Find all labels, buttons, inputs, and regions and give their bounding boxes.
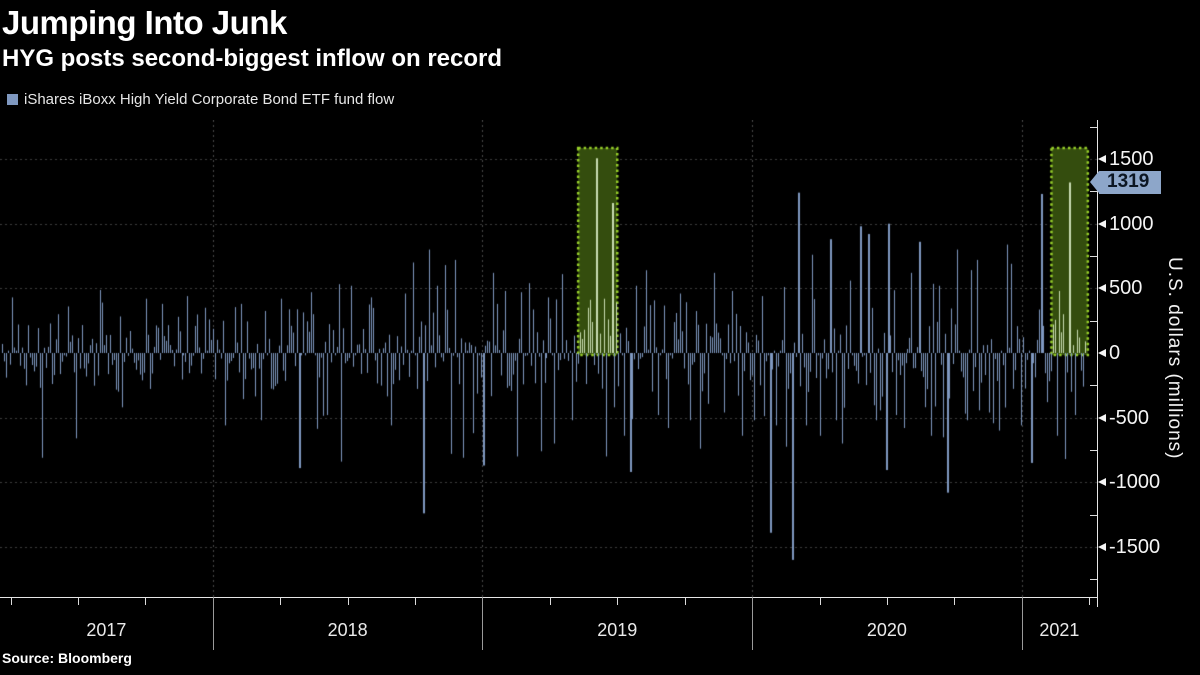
x-year-label: 2021 bbox=[1039, 620, 1080, 640]
y-major-tick-arrow-icon bbox=[1098, 349, 1106, 357]
x-quarter-tick bbox=[77, 598, 79, 605]
y-minor-tick bbox=[1090, 385, 1097, 387]
y-tick-label: 1000 bbox=[1109, 212, 1154, 235]
y-major-tick-arrow-icon bbox=[1098, 155, 1106, 164]
y-axis-line bbox=[1097, 120, 1098, 607]
year-separator-line bbox=[212, 597, 214, 650]
year-separator-line bbox=[752, 597, 754, 650]
chart-subtitle: HYG posts second-biggest inflow on recor… bbox=[2, 45, 503, 72]
x-quarter-tick bbox=[145, 598, 147, 605]
x-quarter-tick bbox=[10, 598, 12, 605]
y-minor-tick bbox=[1090, 579, 1097, 581]
x-quarter-tick bbox=[684, 598, 686, 605]
callout-arrow-icon bbox=[1090, 170, 1099, 193]
x-year-label: 2020 bbox=[866, 620, 907, 640]
x-quarter-tick bbox=[819, 598, 821, 605]
year-separator-line bbox=[482, 597, 484, 650]
x-quarter-tick bbox=[886, 598, 888, 605]
x-year-label: 2019 bbox=[597, 620, 638, 640]
x-year-label: 2018 bbox=[327, 620, 368, 640]
y-minor-tick bbox=[1090, 126, 1097, 128]
y-tick-label: -1500 bbox=[1109, 535, 1161, 558]
y-tick-label: 500 bbox=[1109, 277, 1143, 300]
y-axis-title: U.S. dollars (millions) bbox=[1164, 257, 1185, 460]
x-quarter-tick bbox=[954, 598, 956, 605]
plot-area: 1500 1000 500 0 -500 -1000 -1500 2017 2018 2019 20… bbox=[0, 120, 1200, 650]
x-quarter-tick bbox=[347, 598, 349, 605]
x-quarter-tick bbox=[280, 598, 282, 605]
x-year-label: 2017 bbox=[86, 620, 127, 640]
y-major-tick-arrow-icon bbox=[1098, 478, 1106, 487]
y-tick-label: 1500 bbox=[1109, 148, 1154, 171]
y-major-tick-arrow-icon bbox=[1098, 284, 1106, 293]
y-major-tick-arrow-icon bbox=[1098, 219, 1106, 228]
year-separator-line bbox=[1021, 597, 1023, 650]
legend-swatch-icon bbox=[7, 94, 18, 105]
legend: iShares iBoxx High Yield Corporate Bond … bbox=[7, 91, 394, 108]
chart-title: Jumping Into Junk bbox=[2, 4, 287, 41]
x-quarter-tick bbox=[415, 598, 416, 605]
y-minor-tick bbox=[1090, 449, 1097, 451]
callout-value: 1319 bbox=[1107, 171, 1150, 193]
latest-value-callout: 1319 bbox=[1090, 170, 1162, 194]
fund-flow-bars-canvas bbox=[0, 120, 1097, 597]
x-axis-line bbox=[0, 597, 1098, 598]
legend-label: iShares iBoxx High Yield Corporate Bond … bbox=[24, 91, 395, 108]
x-quarter-tick bbox=[617, 598, 619, 605]
source-note: Source: Bloomberg bbox=[2, 650, 132, 666]
y-minor-tick bbox=[1090, 320, 1097, 322]
y-major-tick-arrow-icon bbox=[1098, 542, 1106, 551]
y-tick-label: -1000 bbox=[1109, 471, 1161, 494]
y-tick-label: 0 bbox=[1109, 342, 1121, 364]
y-minor-tick bbox=[1090, 256, 1097, 258]
y-minor-tick bbox=[1090, 514, 1097, 516]
x-quarter-tick bbox=[549, 598, 551, 605]
y-major-tick-arrow-icon bbox=[1098, 413, 1106, 422]
y-tick-label: -500 bbox=[1109, 406, 1150, 429]
x-quarter-tick bbox=[1089, 598, 1091, 605]
